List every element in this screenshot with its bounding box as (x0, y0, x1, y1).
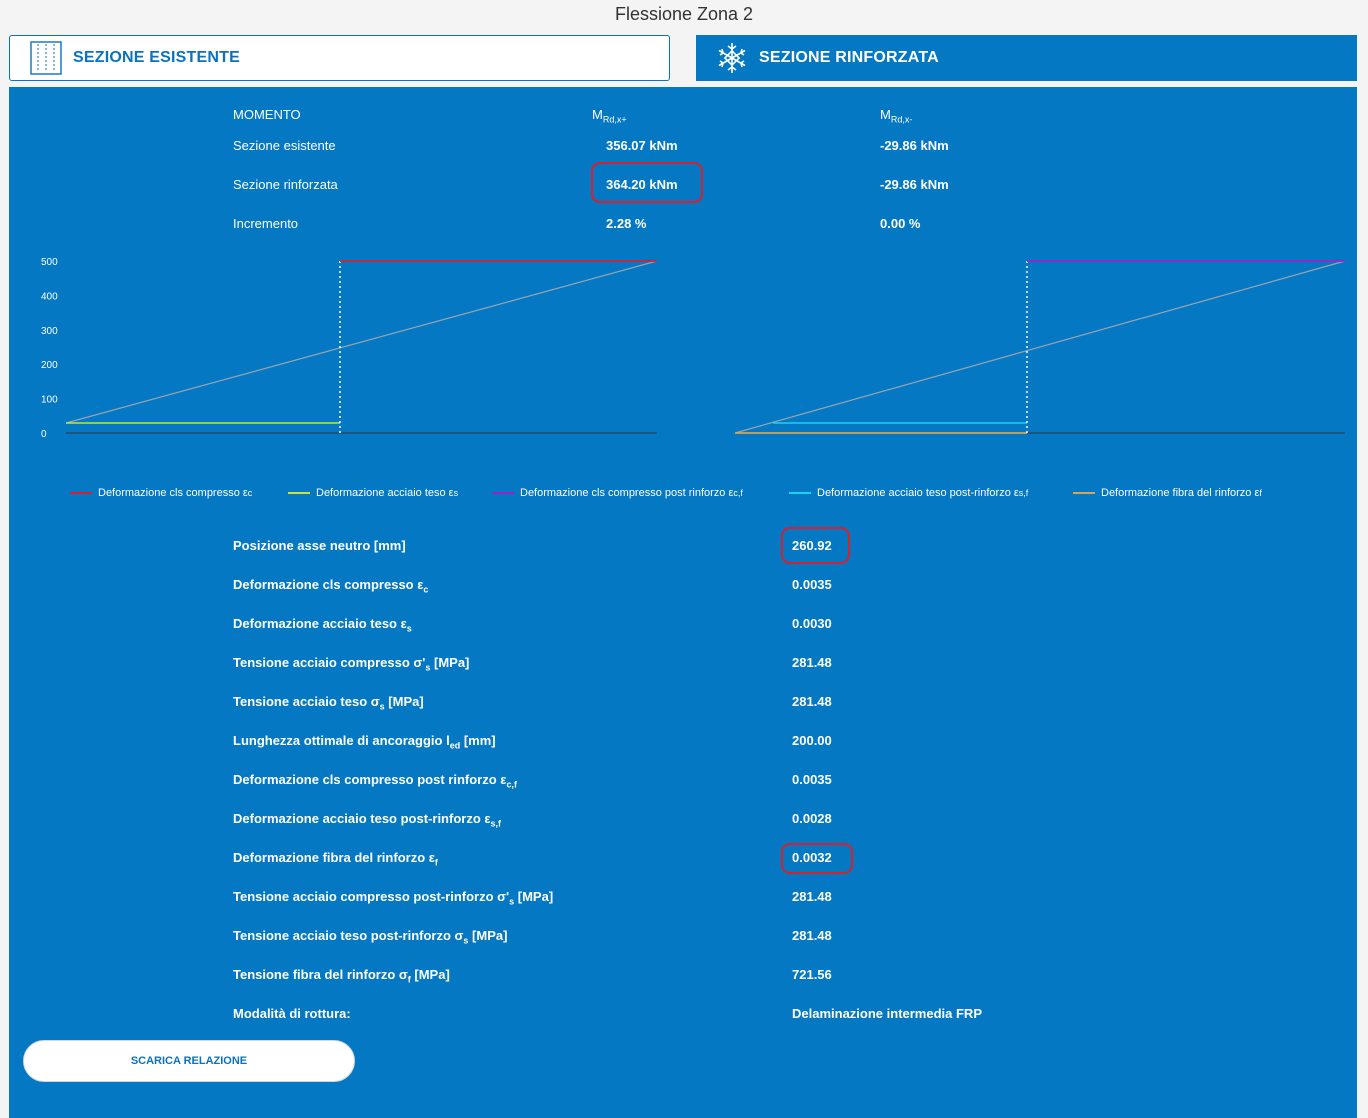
page-title: Flessione Zona 2 (614, 4, 754, 24)
highlight-marker (781, 843, 853, 874)
moment-row-label: Sezione esistente (233, 138, 336, 153)
result-label: Tensione acciaio compresso σ's [MPa] (233, 655, 470, 673)
download-report-button[interactable]: SCARICA RELAZIONE (23, 1040, 355, 1082)
result-value: 281.48 (792, 889, 832, 904)
result-label: Deformazione acciaio teso post-rinforzo … (233, 811, 502, 829)
moment-row-neg: -29.86 kNm (880, 138, 949, 153)
results-panel: MOMENTO MRd,x+ MRd,x- Sezione esistente … (9, 87, 1357, 1118)
moment-col-pos-header: MRd,x+ (592, 107, 627, 125)
result-label: Tensione acciaio teso post-rinforzo σs [… (233, 928, 508, 946)
tab-sezione-rinforzata[interactable]: SEZIONE RINFORZATA (696, 35, 1357, 81)
legend-label-subscript: c (247, 488, 253, 498)
result-value: 281.48 (792, 694, 832, 709)
result-value: 200.00 (792, 733, 832, 748)
legend-item: Deformazione cls compresso post rinforzo… (492, 487, 743, 499)
result-label: Deformazione cls compresso post rinforzo… (233, 772, 517, 790)
tab-sezione-esistente[interactable]: SEZIONE ESISTENTE (9, 35, 670, 81)
y-tick-label: 200 (41, 360, 58, 371)
moment-header-label: MOMENTO (233, 107, 301, 122)
moment-row-label: Sezione rinforzata (233, 177, 338, 192)
result-value: 0.0035 (792, 772, 832, 787)
legend-swatch (1073, 492, 1095, 494)
legend-label: Deformazione fibra del rinforzo ε (1101, 487, 1260, 499)
strain-chart: 500 400 300 200 100 0 (41, 257, 1346, 440)
tab-sezione-esistente-label: SEZIONE ESISTENTE (73, 49, 240, 66)
legend-swatch (492, 492, 514, 494)
y-tick-label: 300 (41, 326, 58, 337)
result-value: 721.56 (792, 967, 832, 982)
y-tick-label: 500 (41, 257, 58, 268)
result-label: Deformazione fibra del rinforzo εf (233, 850, 438, 868)
legend-label-subscript: s,f (1018, 488, 1029, 498)
result-value: 0.0030 (792, 616, 832, 631)
result-label: Modalità di rottura: (233, 1006, 351, 1021)
highlight-marker (591, 162, 703, 203)
legend-swatch (789, 492, 811, 494)
result-value: 0.0035 (792, 577, 832, 592)
y-tick-label: 400 (41, 291, 58, 302)
result-value: Delaminazione intermedia FRP (792, 1006, 982, 1021)
result-label: Posizione asse neutro [mm] (233, 538, 406, 553)
legend-swatch (70, 492, 92, 494)
snowflake-icon (715, 41, 749, 75)
result-label: Lunghezza ottimale di ancoraggio led [mm… (233, 733, 496, 751)
legend-swatch (288, 492, 310, 494)
result-value: 0.0032 (792, 850, 832, 865)
moment-col-neg-header: MRd,x- (880, 107, 913, 125)
moment-row-pos: 364.20 kNm (606, 177, 678, 192)
result-value: 0.0028 (792, 811, 832, 826)
highlight-marker (781, 527, 850, 564)
neutral-axis-line-left (65, 260, 658, 424)
result-label: Tensione acciaio compresso post-rinforzo… (233, 889, 554, 907)
result-value: 281.48 (792, 928, 832, 943)
legend-label-subscript: s (453, 488, 459, 498)
y-tick-label: 0 (41, 429, 47, 440)
legend-label: Deformazione acciaio teso post-rinforzo … (817, 487, 1019, 499)
result-label: Deformazione cls compresso εc (233, 577, 429, 595)
result-value: 281.48 (792, 655, 832, 670)
legend-label-subscript: f (1259, 488, 1262, 498)
moment-row-neg: 0.00 % (880, 216, 921, 231)
legend-label: Deformazione acciaio teso ε (316, 487, 454, 499)
tab-sezione-rinforzata-label: SEZIONE RINFORZATA (759, 49, 939, 66)
y-tick-label: 100 (41, 395, 58, 406)
result-label: Tensione acciaio teso σs [MPa] (233, 694, 424, 712)
legend-label: Deformazione cls compresso post rinforzo… (520, 487, 734, 499)
moment-row-label: Incremento (233, 216, 299, 231)
result-value: 260.92 (792, 538, 832, 553)
legend-label-subscript: c,f (733, 488, 743, 498)
legend-label: Deformazione cls compresso ε (98, 487, 248, 499)
legend-item: Deformazione acciaio teso post-rinforzo … (789, 487, 1028, 499)
moment-row-neg: -29.86 kNm (880, 177, 949, 192)
result-label: Tensione fibra del rinforzo σf [MPa] (233, 967, 450, 985)
moment-row-pos: 2.28 % (606, 216, 647, 231)
moment-row-pos: 356.07 kNm (606, 138, 678, 153)
neutral-axis-line-right (734, 260, 1346, 434)
result-label: Deformazione acciaio teso εs (233, 616, 412, 634)
section-columns-icon (29, 41, 63, 75)
